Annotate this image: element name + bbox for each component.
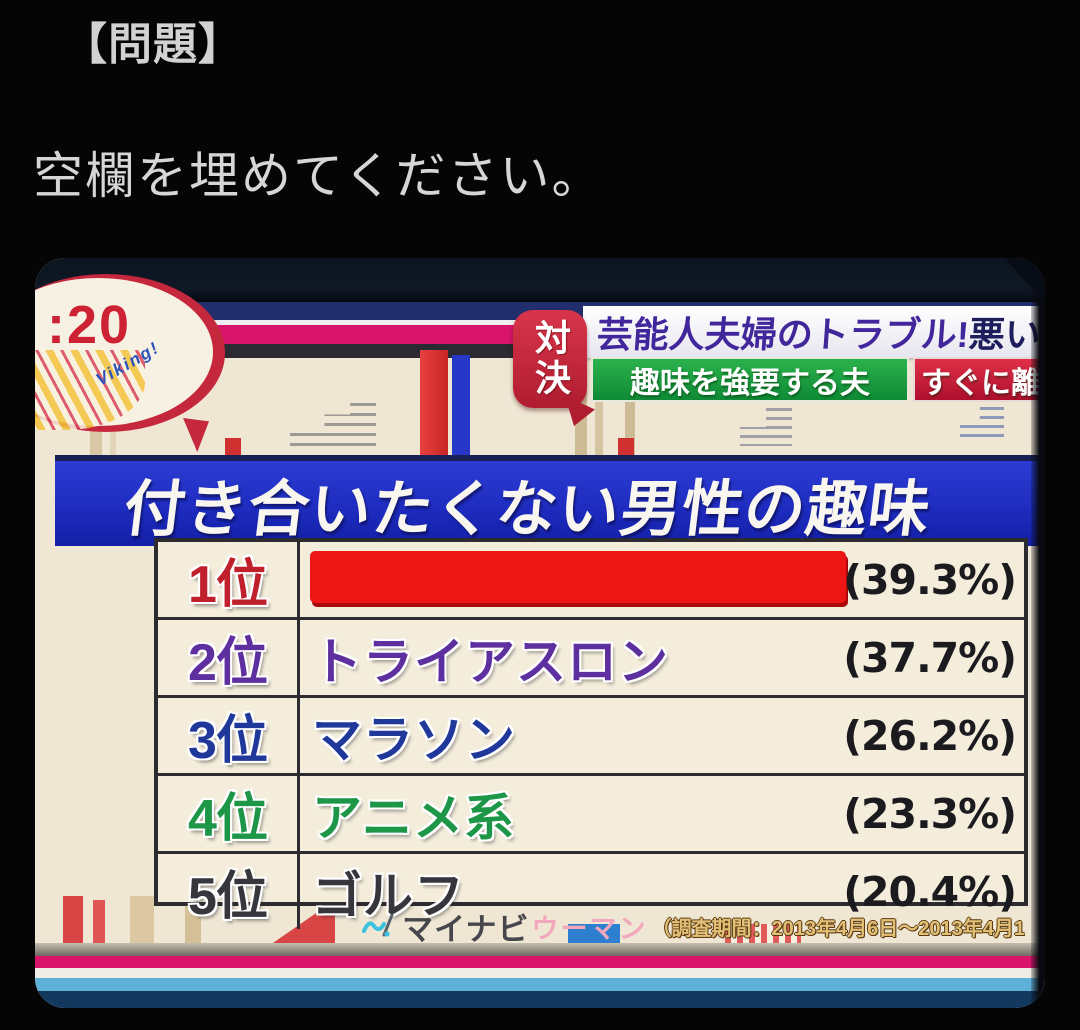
bottom-stripe-lightblue bbox=[35, 978, 1045, 991]
table-row: 3位 マラソン (26.2%) bbox=[158, 698, 1024, 776]
rank-label: 2位 bbox=[188, 634, 268, 692]
hobby-label: マラソン bbox=[312, 711, 516, 768]
studio-red-bar bbox=[93, 900, 105, 952]
studio-red-tag bbox=[618, 438, 634, 458]
percent-label: (26.2%) bbox=[843, 711, 1017, 760]
source-credit: マイナビ ウーマン （調査期間：2013年4月6日～2013年4月1 bbox=[35, 906, 1025, 946]
studio-stripe bbox=[185, 896, 201, 954]
table-row: 5位 ゴルフ (20.4%) bbox=[158, 854, 1024, 929]
hobby-label: トライアスロン bbox=[312, 633, 669, 690]
source-brand-sub: ウーマン bbox=[531, 913, 648, 944]
table-row: 4位 アニメ系 (23.3%) bbox=[158, 776, 1024, 854]
item-cell: (39.3%) bbox=[300, 542, 1024, 617]
bottom-stripe-navy bbox=[35, 991, 1045, 1008]
percent-label: (20.4%) bbox=[843, 867, 1017, 916]
question-prompt: 空欄を埋めてください。 bbox=[33, 148, 604, 204]
survey-period-note: （調査期間：2013年4月6日～2013年4月1 bbox=[651, 917, 1025, 940]
item-cell: マラソン (26.2%) bbox=[300, 698, 1024, 773]
ranking-title-banner: 付き合いたくない男性の趣味 bbox=[55, 455, 1045, 546]
ranking-table: 1位 (39.3%) 2位 トライアスロン (37.7%) 3位 マラソン (2… bbox=[154, 538, 1028, 929]
table-row: 2位 トライアスロン (37.7%) bbox=[158, 620, 1024, 698]
rank-cell: 4位 bbox=[158, 776, 300, 851]
item-cell: アニメ系 (23.3%) bbox=[300, 776, 1024, 851]
studio-red-tag bbox=[225, 438, 241, 458]
versus-badge-label: 対決 bbox=[530, 319, 571, 399]
rank-cell: 2位 bbox=[158, 620, 300, 695]
studio-stair-lines bbox=[290, 403, 376, 449]
topic-red-label: すぐに離婚をせ bbox=[921, 366, 1045, 400]
question-title: 【問題】 bbox=[63, 20, 243, 69]
hobby-label: アニメ系 bbox=[312, 789, 515, 846]
rank-cell: 5位 bbox=[158, 854, 300, 929]
versus-badge: 対決 bbox=[513, 310, 587, 408]
headline-strip: 芸能人夫婦のトラブル! 悪いのは bbox=[583, 306, 1045, 358]
topic-box-red: すぐに離婚をせ bbox=[913, 357, 1045, 402]
rank-cell: 1位 bbox=[158, 542, 300, 617]
tv-bezel-band bbox=[35, 943, 1045, 956]
tv-screenshot-image[interactable]: :20 Viking! 対決 芸能人夫婦のトラブル! 悪いのは 趣味を強要する夫… bbox=[35, 258, 1045, 1008]
studio-stair-lines bbox=[740, 408, 792, 446]
ranking-title-text: 付き合いたくない男性の趣味 bbox=[120, 475, 935, 543]
clock-bubble-tail bbox=[183, 418, 209, 452]
source-brand: マイナビ bbox=[402, 911, 530, 947]
photo-dark-edge bbox=[1031, 258, 1045, 1008]
percent-label: (23.3%) bbox=[843, 789, 1017, 838]
item-cell: ゴルフ (20.4%) bbox=[300, 854, 1024, 929]
studio-red-bar bbox=[63, 896, 83, 954]
table-row: 1位 (39.3%) bbox=[158, 542, 1024, 620]
rank-cell: 3位 bbox=[158, 698, 300, 773]
broadcast-clock: :20 bbox=[47, 295, 132, 355]
rank-label: 4位 bbox=[188, 790, 268, 848]
topic-green-label: 趣味を強要する夫 bbox=[630, 366, 870, 400]
hobby-label: ゴルフ bbox=[312, 867, 465, 924]
studio-stripe bbox=[595, 358, 603, 457]
item-cell: トライアスロン (37.7%) bbox=[300, 620, 1024, 695]
bottom-stripe-white bbox=[35, 968, 1045, 978]
percent-label: (37.7%) bbox=[843, 633, 1017, 682]
topic-box-green: 趣味を強要する夫 bbox=[591, 357, 909, 402]
studio-blue-bar bbox=[452, 355, 470, 457]
headline-main-text: 芸能人夫婦のトラブル! bbox=[595, 314, 971, 355]
studio-red-bar bbox=[420, 350, 448, 457]
studio-stripe bbox=[625, 358, 635, 457]
censored-answer-box bbox=[310, 551, 846, 603]
tv-top-dark-band bbox=[35, 258, 1045, 302]
rank-label: 1位 bbox=[188, 556, 268, 614]
rank-label: 3位 bbox=[188, 712, 268, 770]
studio-stair-lines bbox=[960, 398, 1004, 442]
rank-label: 5位 bbox=[188, 868, 268, 926]
mynavi-wave-icon bbox=[362, 913, 394, 937]
percent-label: (39.3%) bbox=[843, 555, 1017, 604]
bottom-stripe-magenta bbox=[35, 956, 1045, 968]
